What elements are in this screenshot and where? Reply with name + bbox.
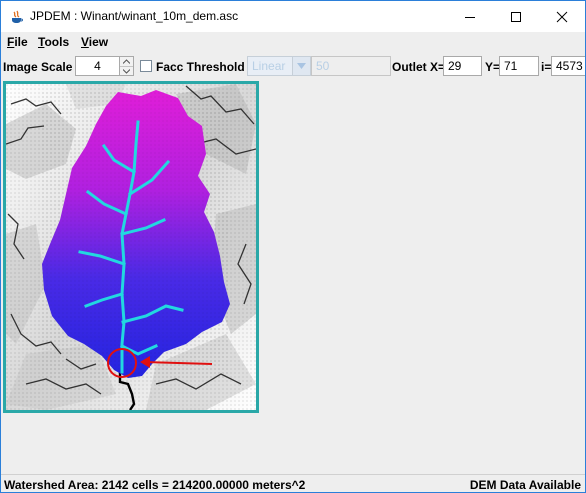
outlet-x-value: 29 xyxy=(448,59,462,73)
triangle-down-icon xyxy=(297,63,306,69)
outlet-y-label: Y= xyxy=(485,60,501,74)
watershed-area-status: Watershed Area: 2142 cells = 214200.0000… xyxy=(4,478,306,492)
scale-type-dropdown-button[interactable] xyxy=(292,57,310,75)
dem-status: DEM Data Available xyxy=(469,478,581,492)
facc-threshold-checkbox[interactable] xyxy=(140,60,152,72)
stepper-down-button[interactable] xyxy=(120,67,133,76)
close-button[interactable] xyxy=(539,1,585,32)
dem-map-panel[interactable] xyxy=(3,81,259,413)
index-field: 4573 xyxy=(551,56,585,76)
stream-network xyxy=(78,120,184,374)
minimize-button[interactable] xyxy=(447,1,493,32)
image-scale-input[interactable]: 4 xyxy=(75,56,120,76)
toolbar: Image Scale 4 Facc Threshold Linear 50 O… xyxy=(1,53,585,80)
menu-file[interactable]: File xyxy=(7,35,28,49)
outlet-y-value: 71 xyxy=(504,59,518,73)
image-scale-stepper[interactable] xyxy=(119,56,134,76)
outlet-marker xyxy=(107,348,213,378)
menu-view[interactable]: View xyxy=(81,35,109,49)
scale-type-select[interactable]: Linear xyxy=(247,56,311,76)
window-title: JPDEM : Winant/winant_10m_dem.asc xyxy=(30,9,239,23)
image-scale-label: Image Scale xyxy=(3,60,73,74)
scale-type-value: Linear xyxy=(252,59,286,73)
title-bar: JPDEM : Winant/winant_10m_dem.asc xyxy=(1,1,585,32)
menu-bar: File Tools View xyxy=(1,32,585,53)
outlet-y-input[interactable]: 71 xyxy=(499,56,539,76)
java-app-icon xyxy=(10,10,24,24)
outlet-x-input[interactable]: 29 xyxy=(443,56,482,76)
stepper-up-button[interactable] xyxy=(120,57,133,67)
close-icon xyxy=(556,11,568,22)
index-value: 4573 xyxy=(556,59,583,73)
chevron-down-icon xyxy=(123,69,130,74)
threshold-value: 50 xyxy=(316,59,330,73)
index-label: i= xyxy=(541,60,552,74)
maximize-button[interactable] xyxy=(493,1,539,32)
chevron-up-icon xyxy=(123,59,130,64)
status-bar: Watershed Area: 2142 cells = 214200.0000… xyxy=(1,474,585,492)
outlet-channel xyxy=(118,369,136,410)
outlet-x-label: Outlet X= xyxy=(392,60,446,74)
menu-tools[interactable]: Tools xyxy=(38,35,70,49)
dem-watershed-image[interactable] xyxy=(6,84,256,410)
facc-threshold-label: Facc Threshold xyxy=(156,60,245,74)
threshold-input[interactable]: 50 xyxy=(311,56,391,76)
minimize-icon xyxy=(465,16,475,18)
image-scale-value: 4 xyxy=(94,59,101,73)
maximize-icon xyxy=(511,11,521,22)
